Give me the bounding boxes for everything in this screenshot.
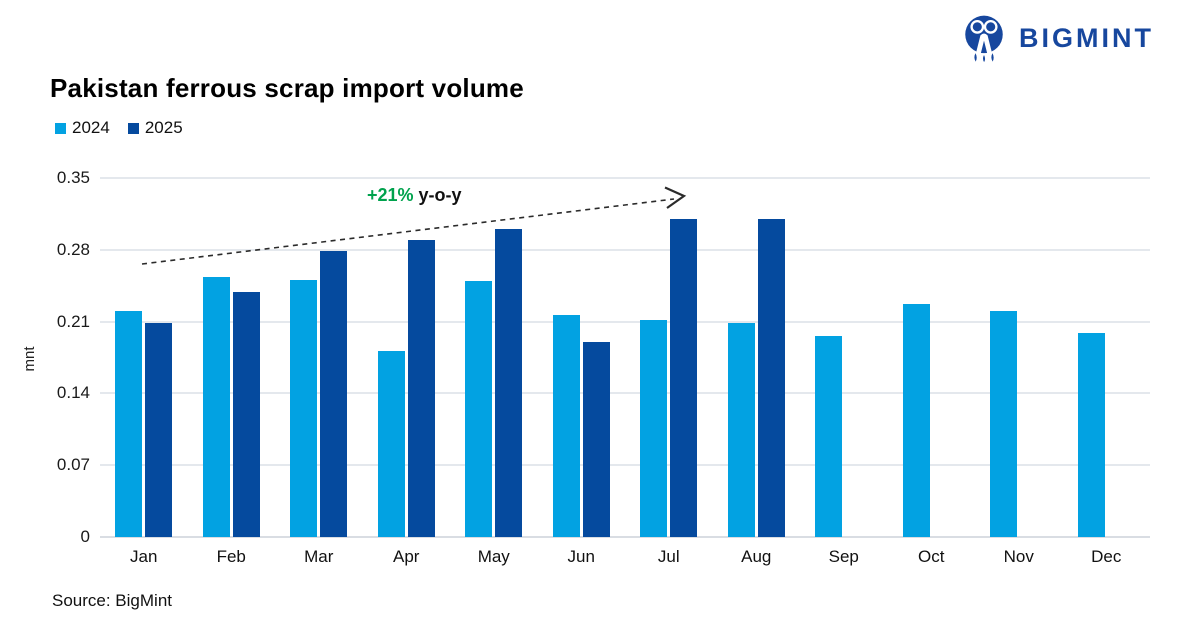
bigmint-logo-text: BIGMINT (1019, 22, 1154, 53)
x-tick-label: Jan (130, 547, 158, 566)
legend-item-2025: 2025 (127, 118, 183, 138)
gridline (100, 464, 1150, 467)
x-tick-label: Dec (1091, 547, 1122, 566)
bar-2025-feb (232, 291, 260, 537)
x-tick-label: Feb (216, 547, 246, 566)
legend-item-2024: 2024 (55, 118, 110, 138)
x-tick-label: Aug (741, 547, 772, 566)
trend-annotation: +21% y-o-y (367, 185, 462, 206)
bar-2024-nov (990, 311, 1018, 537)
legend-label-2025: 2025 (144, 118, 183, 137)
bar-2024-feb (202, 277, 230, 537)
bar-2025-aug (757, 219, 785, 537)
bar-2024-sep (815, 335, 843, 537)
y-tick-label: 0.07 (56, 455, 90, 475)
bar-2024-oct (902, 304, 930, 537)
x-tick-label: Nov (1003, 547, 1034, 566)
x-tick-label: May (477, 547, 510, 566)
trend-annotation-rest: y-o-y (413, 185, 462, 205)
gridline (100, 177, 1150, 179)
gridline (100, 320, 1150, 323)
bar-2025-mar (320, 250, 348, 537)
bar-2024-apr (377, 351, 405, 537)
page-title: Pakistan ferrous scrap import volume (50, 73, 524, 104)
bar-2025-jul (670, 219, 698, 537)
bar-2025-jan (145, 322, 173, 537)
legend-swatch-2025 (127, 122, 139, 134)
y-tick-label: 0 (80, 527, 90, 546)
bar-2025-jun (582, 342, 610, 537)
y-tick-label: 0.21 (56, 311, 90, 331)
x-tick-label: Sep (828, 547, 859, 566)
bar-2024-may (465, 280, 493, 537)
x-tick-label: Jun (567, 547, 595, 566)
x-tick-label: Mar (304, 547, 334, 566)
bar-2024-jul (640, 319, 668, 537)
x-tick-label: Oct (918, 547, 945, 566)
gridline (100, 392, 1150, 395)
x-tick-label: Jul (657, 547, 680, 566)
x-tick-label: Apr (393, 547, 420, 566)
y-axis-title: mnt (21, 346, 38, 372)
y-tick-label: 0.28 (56, 239, 90, 259)
bar-2024-dec (1077, 332, 1105, 537)
legend-swatch-2024 (55, 122, 66, 134)
x-axis-line (100, 536, 1150, 538)
legend-label-2024: 2024 (72, 118, 110, 137)
gridline (100, 248, 1150, 251)
chart-legend: 2024 2025 (55, 118, 183, 138)
bar-2024-aug (727, 322, 755, 537)
trend-annotation-percent: +21% (367, 185, 414, 205)
bigmint-logo: BIGMINT (957, 13, 1154, 63)
bar-2024-jun (552, 315, 580, 537)
bar-2025-apr (407, 239, 435, 537)
bar-2024-mar (290, 279, 318, 537)
bar-2024-jan (115, 311, 143, 537)
bigmint-logo-icon (965, 15, 1003, 63)
source-note: Source: BigMint (52, 591, 172, 610)
bar-2025-may (495, 229, 523, 537)
y-tick-label: 0.35 (56, 168, 90, 187)
y-tick-label: 0.14 (56, 383, 90, 403)
